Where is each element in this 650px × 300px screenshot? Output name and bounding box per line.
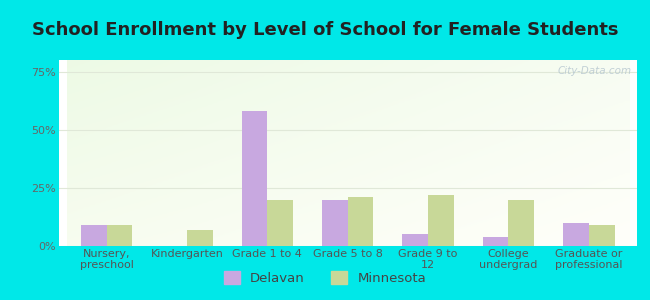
Bar (589, 225, 614, 246)
Bar (107, 225, 133, 246)
Bar (508, 200, 534, 246)
Bar (348, 197, 374, 246)
Bar (402, 234, 428, 246)
Text: School Enrollment by Level of School for Female Students: School Enrollment by Level of School for… (32, 21, 618, 39)
Bar (187, 230, 213, 246)
Bar (81, 225, 107, 246)
Bar (322, 200, 348, 246)
Bar (242, 111, 267, 246)
Bar (267, 200, 293, 246)
Bar (483, 237, 508, 246)
Legend: Delavan, Minnesota: Delavan, Minnesota (218, 266, 432, 290)
Bar (428, 195, 454, 246)
Text: City-Data.com: City-Data.com (557, 66, 631, 76)
Bar (563, 223, 589, 246)
